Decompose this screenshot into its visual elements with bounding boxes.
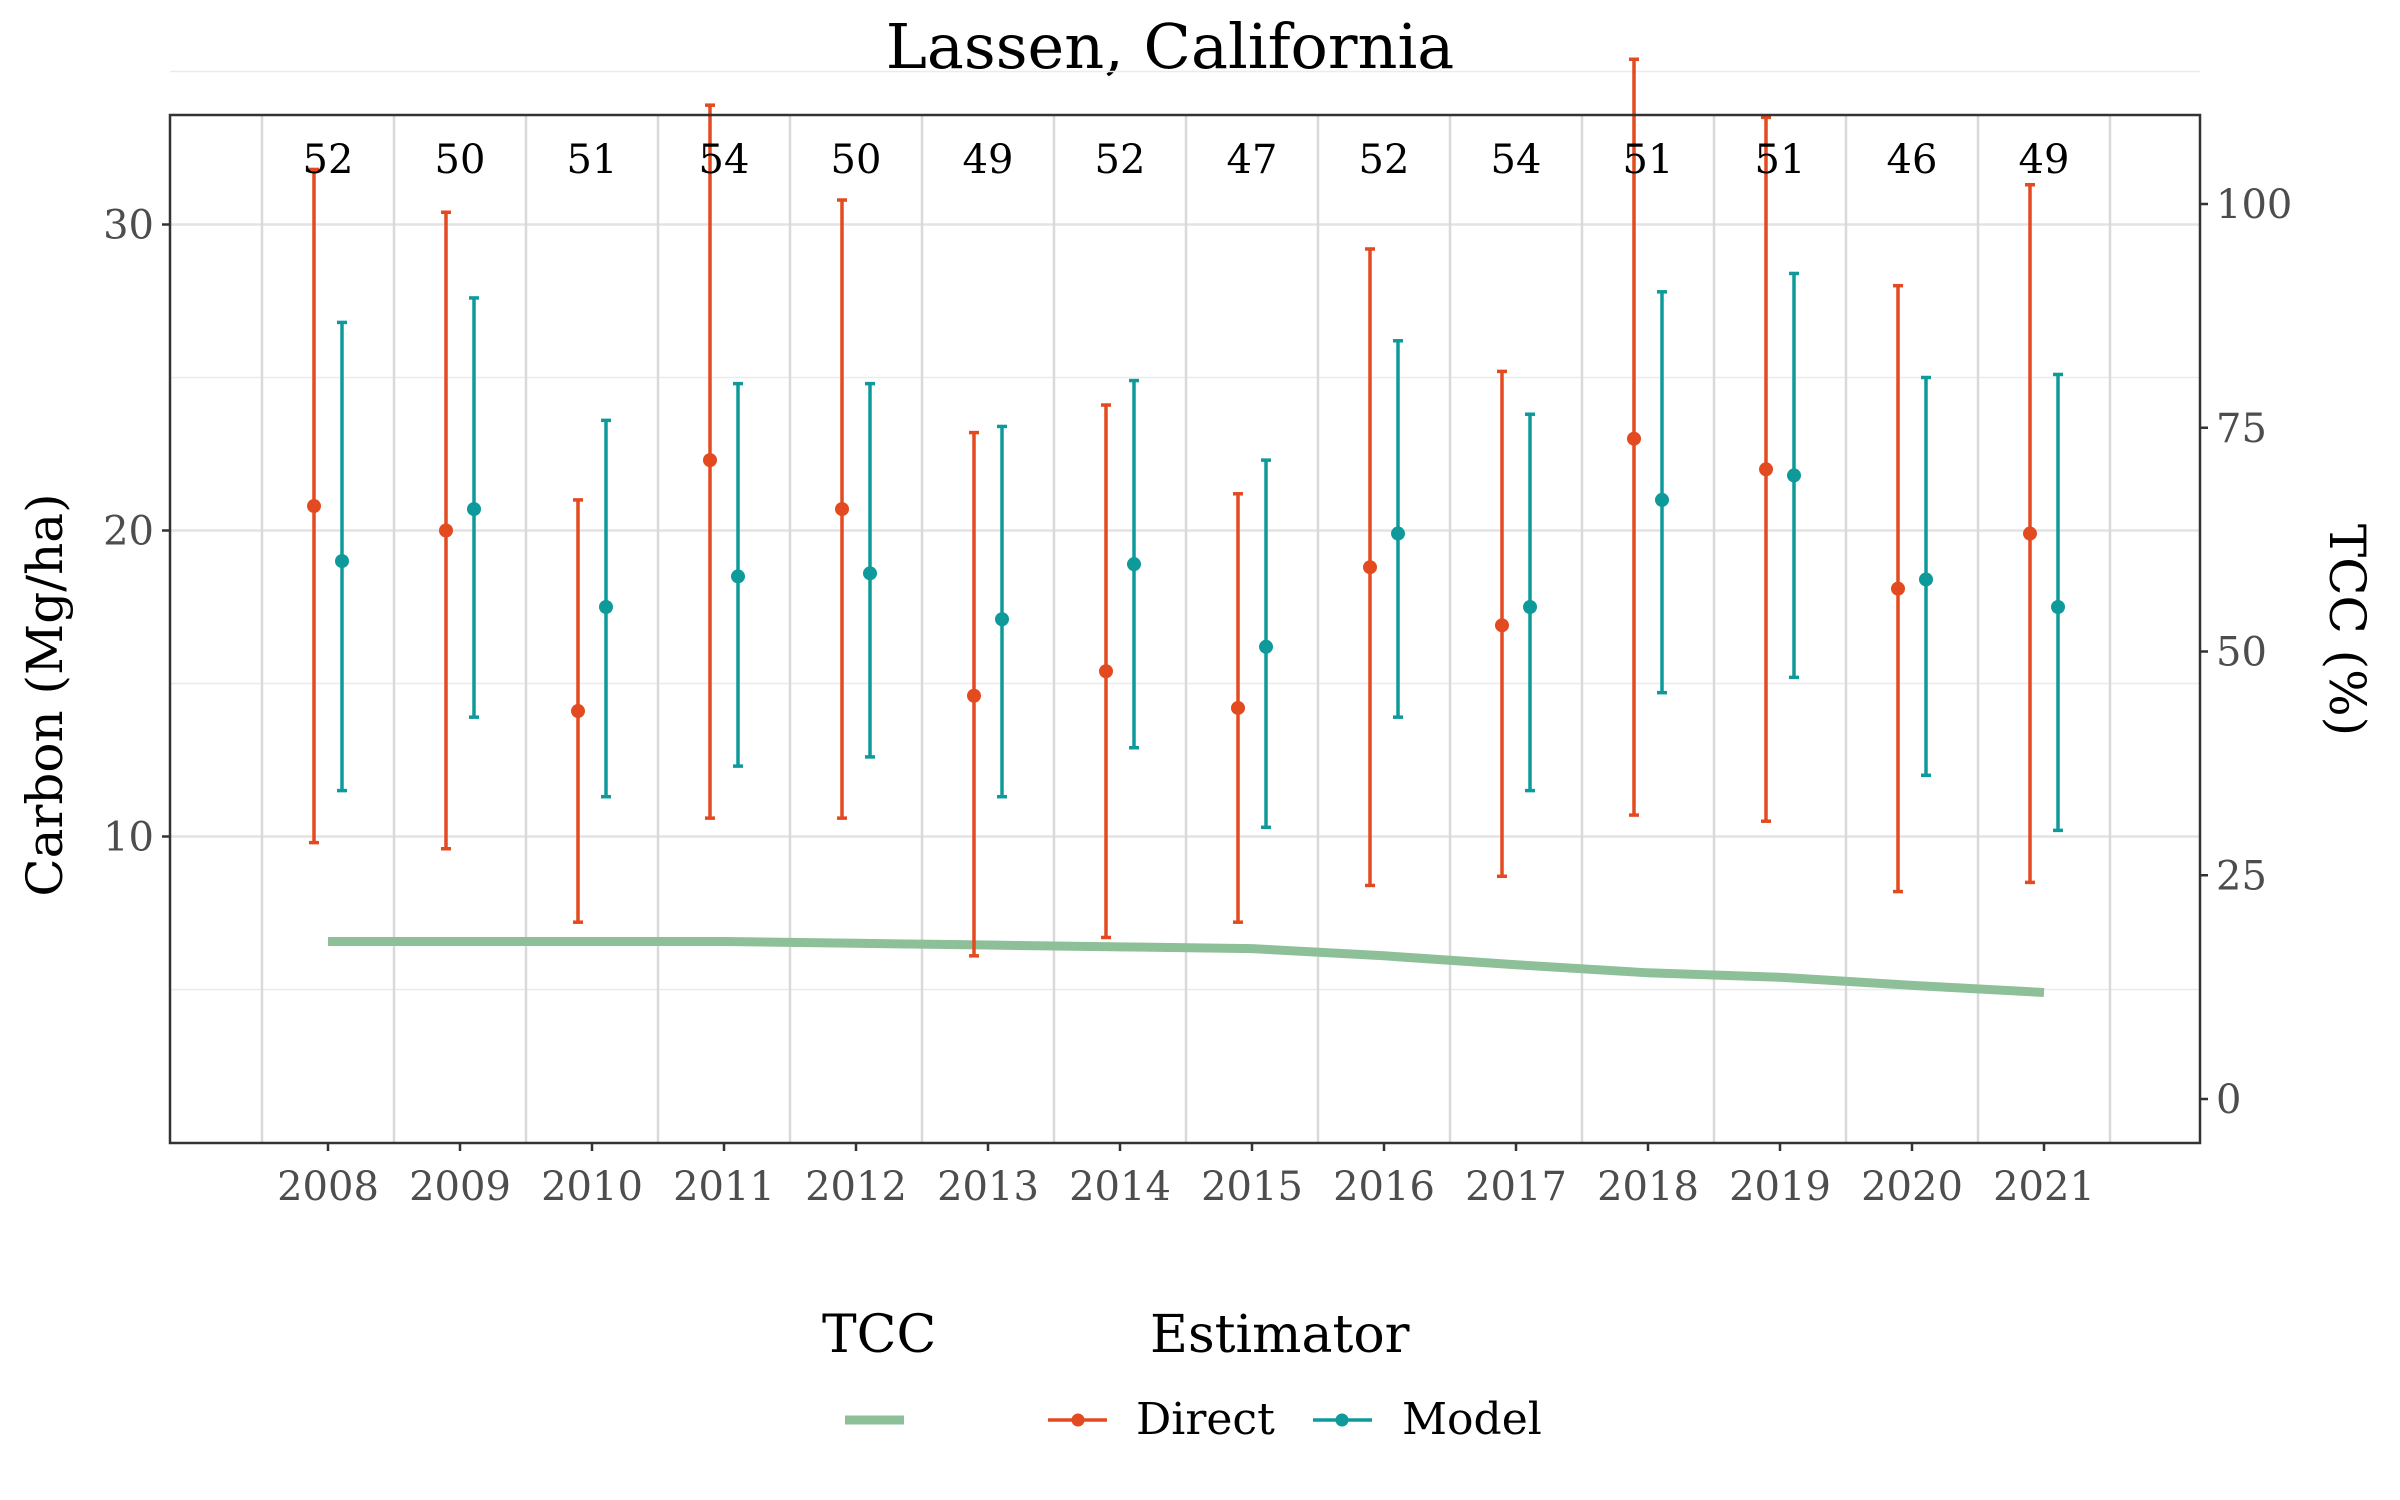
direct-point xyxy=(2023,526,2037,541)
direct-point xyxy=(703,453,717,468)
x-tick-label: 2018 xyxy=(1597,1164,1699,1210)
legend-title-estimator: Estimator xyxy=(1150,1305,1410,1365)
model-point xyxy=(1919,572,1933,587)
gridlines xyxy=(170,70,2200,1143)
legend-title-tcc: TCC xyxy=(822,1305,936,1365)
x-tick-label: 2012 xyxy=(805,1164,907,1210)
direct-point xyxy=(1759,462,1773,477)
direct-point xyxy=(307,499,321,514)
legend-label-model: Model xyxy=(1402,1394,1542,1445)
x-tick-label: 2021 xyxy=(1993,1164,2095,1210)
model-point xyxy=(2051,600,2065,614)
legend: TCC Estimator Direct Model xyxy=(822,1305,1542,1445)
direct-point xyxy=(1495,618,1509,633)
legend-key-model-point xyxy=(1335,1413,1349,1427)
axes: 10 20 30 0 25 50 75 100 2008 2009 2010 2011 2012 2013… xyxy=(103,113,2292,1210)
sample-count-label: 46 xyxy=(1887,137,1938,183)
sample-count-label: 49 xyxy=(963,137,1014,183)
direct-point xyxy=(1363,560,1377,575)
x-tick-label: 2016 xyxy=(1333,1164,1435,1210)
y2-tick-label: 50 xyxy=(2216,630,2267,676)
x-tick-label: 2010 xyxy=(541,1164,643,1210)
x-tick-label: 2011 xyxy=(673,1164,775,1210)
y-tick-label: 10 xyxy=(103,815,154,861)
legend-key-direct-point xyxy=(1071,1413,1085,1427)
x-tick-label: 2013 xyxy=(937,1164,1039,1210)
sample-count-label: 51 xyxy=(1623,137,1674,183)
model-point xyxy=(1655,492,1669,507)
sample-count-label: 52 xyxy=(1095,137,1146,183)
x-tick-label: 2017 xyxy=(1465,1164,1567,1210)
y-tick-label: 30 xyxy=(103,203,154,249)
error-bars xyxy=(307,57,2065,958)
direct-point xyxy=(1627,431,1641,446)
model-point xyxy=(1259,639,1273,654)
model-point xyxy=(1523,600,1537,614)
x-tick-label: 2019 xyxy=(1729,1164,1831,1210)
direct-point xyxy=(439,523,453,538)
model-point xyxy=(731,569,745,584)
y2-tick-label: 100 xyxy=(2216,182,2292,228)
direct-point xyxy=(967,688,981,703)
x-tick-label: 2014 xyxy=(1069,1164,1171,1210)
sample-count-label: 52 xyxy=(1359,137,1410,183)
legend-label-direct: Direct xyxy=(1136,1394,1275,1445)
x-tick-label: 2015 xyxy=(1201,1164,1303,1210)
model-point xyxy=(1127,557,1141,572)
sample-count-label: 52 xyxy=(303,137,354,183)
model-point xyxy=(863,566,877,581)
sample-count-label: 47 xyxy=(1227,137,1278,183)
y2-tick-label: 0 xyxy=(2216,1077,2241,1123)
model-point xyxy=(1787,468,1801,483)
tcc-series-line xyxy=(328,936,2045,997)
model-point xyxy=(599,600,613,614)
sample-count-label: 50 xyxy=(435,137,486,183)
sample-count-label: 51 xyxy=(1755,137,1806,183)
direct-point xyxy=(571,704,585,719)
direct-point xyxy=(1231,700,1245,715)
y2-tick-label: 75 xyxy=(2216,406,2267,452)
x-tick-label: 2020 xyxy=(1861,1164,1963,1210)
sample-count-label: 51 xyxy=(567,137,618,183)
model-point xyxy=(335,554,349,569)
y-axis-title: Carbon (Mg/ha) xyxy=(16,493,74,896)
sample-count-label: 54 xyxy=(1491,137,1542,183)
plot-border xyxy=(168,113,2202,1145)
sample-counts: 52 50 51 54 50 49 52 47 52 54 51 51 46 49 xyxy=(303,137,2070,183)
direct-point xyxy=(1891,581,1905,596)
x-tick-label: 2009 xyxy=(409,1164,511,1210)
model-point xyxy=(1391,526,1405,541)
y2-tick-label: 25 xyxy=(2216,853,2267,899)
sample-count-label: 50 xyxy=(831,137,882,183)
sample-count-label: 54 xyxy=(699,137,750,183)
model-point xyxy=(995,612,1009,627)
model-point xyxy=(467,502,481,517)
direct-point xyxy=(1099,664,1113,679)
y2-axis-title: TCC (%) xyxy=(2318,524,2376,736)
sample-count-label: 49 xyxy=(2019,137,2070,183)
x-tick-label: 2008 xyxy=(277,1164,379,1210)
tcc-line xyxy=(328,936,2045,997)
y-tick-label: 20 xyxy=(103,509,154,555)
direct-point xyxy=(835,502,849,517)
